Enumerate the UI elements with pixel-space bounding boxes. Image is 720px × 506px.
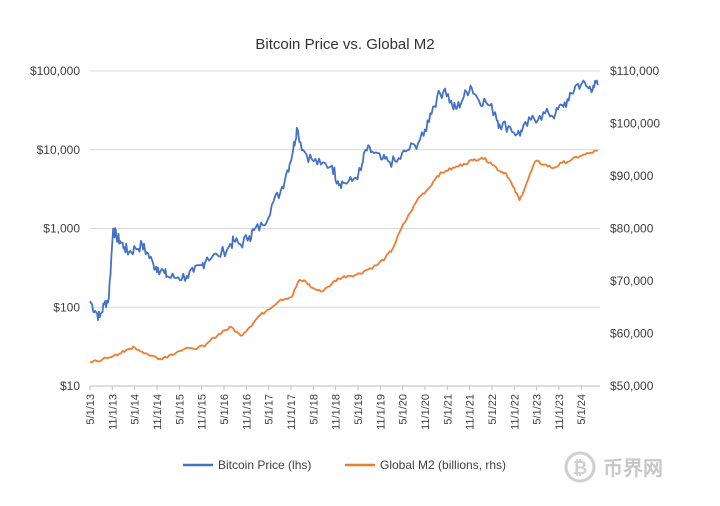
right-axis: $50,000 $60,000 $70,000 $80,000 $90,000 $100,… [610,64,660,393]
right-tick-label: $100,000 [610,117,660,131]
x-tick-label: 5/1/14 [130,394,142,425]
series-global-m2-line [89,149,598,364]
left-tick-label: $10,000 [37,143,81,157]
legend-label-m2: Global M2 (billions, rhs) [380,458,506,472]
right-tick-label: $50,000 [610,379,654,393]
x-tick-label: 5/1/13 [85,394,97,425]
left-tick-label: $10 [60,379,80,393]
legend-label-bitcoin: Bitcoin Price (lhs) [218,458,311,472]
left-tick-label: $1,000 [43,222,80,236]
x-tick-label: 11/1/19 [375,394,387,430]
legend: Bitcoin Price (lhs) Global M2 (billions,… [183,458,506,472]
x-tick-label: 5/1/21 [442,394,454,425]
x-tick-label: 11/1/16 [241,394,253,430]
x-axis: 5/1/13 11/1/13 5/1/14 11/1/14 5/1/15 11/1/15 5… [85,386,588,430]
right-tick-label: $90,000 [610,169,654,183]
x-tick-label: 11/1/22 [509,394,521,430]
x-tick-label: 5/1/18 [308,394,320,425]
series-bitcoin-price-line [89,79,599,321]
x-tick-label: 11/1/17 [286,394,298,430]
x-tick-label: 11/1/23 [554,394,566,430]
x-tick-label: 5/1/20 [398,394,410,425]
x-tick-label: 5/1/22 [487,394,499,425]
gridlines [90,70,600,308]
svg-text:₿: ₿ [573,458,588,479]
x-tick-label: 11/1/14 [152,394,164,430]
right-tick-label: $80,000 [610,222,654,236]
x-tick-label: 11/1/13 [107,394,119,430]
x-tick-label: 5/1/16 [219,394,231,425]
left-tick-label: $100 [53,300,80,314]
x-tick-label: 5/1/15 [174,394,186,425]
right-tick-label: $110,000 [610,64,659,78]
left-tick-label: $100,000 [30,64,80,78]
x-tick-label: 11/1/21 [465,394,477,430]
bitcoin-logo-icon: ₿ [564,451,596,483]
x-tick-label: 5/1/24 [576,394,588,425]
x-tick-label: 11/1/20 [420,394,432,430]
watermark: ₿ 币界网 [564,451,663,483]
x-tick-label: 5/1/17 [264,394,276,425]
x-tick-label: 5/1/23 [532,394,544,425]
watermark-text: 币界网 [603,457,663,480]
right-tick-label: $60,000 [610,327,654,341]
x-tick-label: 11/1/15 [197,394,209,430]
x-tick-label: 5/1/19 [353,394,365,425]
chart-title: Bitcoin Price vs. Global M2 [255,36,434,53]
right-tick-label: $70,000 [610,274,654,288]
x-tick-label: 11/1/18 [331,394,343,430]
left-axis: $10 $100 $1,000 $10,000 $100,000 [30,64,80,393]
